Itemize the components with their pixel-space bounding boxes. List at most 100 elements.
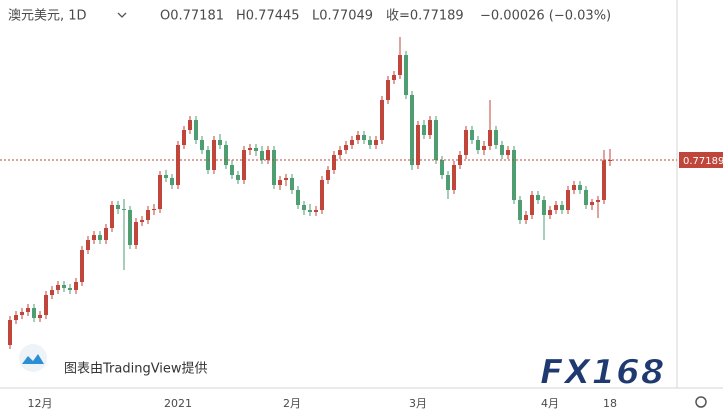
- candle-body: [266, 150, 270, 160]
- candle-body: [98, 235, 102, 240]
- candle-body: [428, 120, 432, 135]
- candle-body: [284, 177, 288, 180]
- candle-body: [212, 140, 216, 170]
- candle-body: [236, 175, 240, 180]
- candle-body: [554, 205, 558, 210]
- candle-body: [92, 235, 96, 240]
- candle-body: [44, 295, 48, 315]
- candle-body: [164, 175, 168, 178]
- candle-body: [152, 209, 156, 211]
- candle-body: [542, 200, 546, 215]
- candle-body: [344, 145, 348, 150]
- chart-title: 澳元美元, 1D: [8, 8, 87, 24]
- candle-body: [392, 75, 396, 80]
- change-value: −0.00026 (−0.03%): [480, 9, 611, 24]
- candle-body: [524, 215, 528, 220]
- candle-body: [62, 285, 66, 288]
- open-value: O0.77181: [160, 9, 224, 24]
- candle-body: [248, 147, 252, 150]
- candle-body: [26, 307, 30, 313]
- candle-body: [80, 250, 84, 283]
- candle-body: [158, 175, 162, 210]
- candle-body: [578, 185, 582, 190]
- candle-body: [260, 150, 264, 160]
- candle-body: [434, 120, 438, 160]
- candle-body: [530, 195, 534, 215]
- gear[interactable]: [695, 396, 707, 408]
- candle-body: [446, 175, 450, 190]
- settings-icon[interactable]: [695, 396, 707, 408]
- x-tick-label: 12月: [28, 397, 53, 410]
- close-value: 收=0.77189: [386, 9, 464, 24]
- candle-body: [176, 145, 180, 185]
- candle-body: [68, 287, 72, 290]
- low-value: L0.77049: [312, 9, 373, 24]
- candle-body: [200, 140, 204, 150]
- candle-body: [14, 315, 18, 320]
- candle-body: [374, 140, 378, 145]
- candle-body: [476, 140, 480, 150]
- candle-body: [314, 210, 318, 213]
- candle-body: [464, 130, 468, 155]
- candle-body: [548, 210, 552, 215]
- candle-body: [440, 160, 444, 175]
- candle-body: [482, 145, 486, 150]
- candle-body: [128, 210, 132, 245]
- candle-body: [182, 130, 186, 145]
- candle-body: [146, 210, 150, 220]
- candle-body: [218, 140, 222, 145]
- candle-body: [500, 145, 504, 155]
- candle-body: [422, 125, 426, 135]
- tradingview-badge: [19, 344, 47, 372]
- candle-body: [20, 312, 24, 315]
- candle-body: [110, 205, 114, 228]
- candle-body: [566, 190, 570, 210]
- candle-body: [410, 95, 414, 165]
- candle-body: [170, 177, 174, 185]
- x-tick-label: 18: [603, 397, 617, 410]
- x-tick-label: 2月: [283, 397, 301, 410]
- candle-body: [140, 220, 144, 223]
- candle-body: [242, 150, 246, 180]
- candle-body: [584, 190, 588, 205]
- x-tick-label: 4月: [541, 397, 559, 410]
- candle-body: [416, 125, 420, 165]
- candle-body: [194, 120, 198, 140]
- candle-body: [134, 222, 138, 245]
- candle-body: [230, 165, 234, 175]
- candle-body: [320, 180, 324, 210]
- last-price-label: 0.77189: [683, 156, 723, 167]
- candle-body: [452, 165, 456, 190]
- candle-body: [338, 150, 342, 155]
- logo: FX168: [540, 353, 665, 393]
- candle-body: [518, 200, 522, 220]
- x-tick-label: 2021: [164, 397, 192, 410]
- candle-body: [368, 140, 372, 145]
- candle-body: [272, 150, 276, 185]
- badge-circle: [19, 344, 47, 372]
- candle-body: [602, 160, 606, 200]
- x-tick-label: 3月: [409, 397, 427, 410]
- candle-body: [278, 180, 282, 185]
- candles: [8, 37, 612, 350]
- candle-body: [470, 130, 474, 140]
- candle-body: [398, 55, 402, 75]
- candle-body: [308, 210, 312, 213]
- candle-body: [350, 140, 354, 145]
- candle-body: [56, 285, 60, 290]
- candle-body: [404, 55, 408, 95]
- candle-body: [356, 135, 360, 140]
- candle-body: [560, 205, 564, 210]
- candle-body: [536, 195, 540, 200]
- high-value: H0.77445: [236, 9, 300, 24]
- candle-body: [386, 80, 390, 100]
- candle-body: [254, 147, 258, 151]
- candle-body: [302, 205, 306, 210]
- candle-body: [224, 145, 228, 165]
- watermark: 图表由TradingView提供: [64, 361, 208, 377]
- candle-body: [326, 170, 330, 180]
- interval-chevron[interactable]: [117, 12, 127, 18]
- candle-body: [74, 282, 78, 290]
